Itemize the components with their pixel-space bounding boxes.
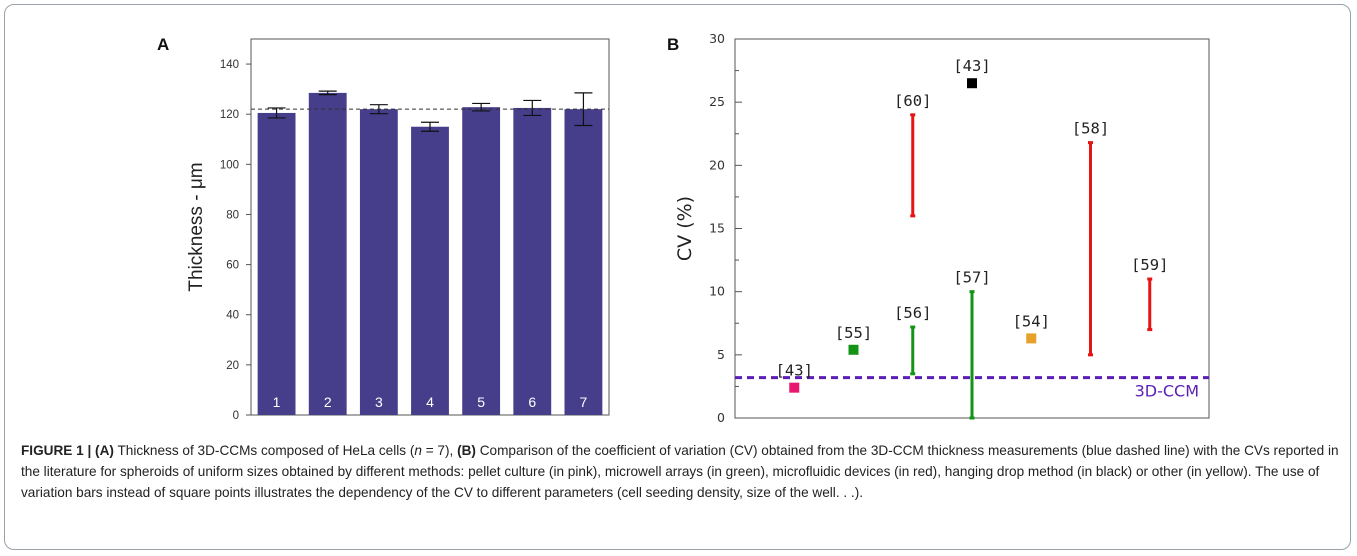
y-tick-label-b: 5	[717, 347, 725, 362]
bar-category-label: 4	[426, 394, 434, 410]
bar-category-label: 5	[477, 394, 485, 410]
y-tick-label-b: 30	[709, 31, 725, 46]
y-tick-label-b: 20	[709, 157, 725, 172]
y-tick-label-a: 0	[233, 410, 239, 422]
bar-category-label: 6	[528, 394, 536, 410]
y-axis-label-a: Thickness - μm	[186, 162, 207, 291]
y-tick-label-a: 60	[226, 260, 239, 272]
point-label: [43]	[953, 57, 990, 75]
bar	[257, 112, 296, 416]
y-tick-label-a: 140	[220, 59, 239, 71]
y-tick-label-a: 40	[226, 310, 239, 322]
caption-text-2: = 7),	[421, 443, 458, 458]
bar	[513, 107, 552, 415]
bar	[308, 92, 347, 415]
y-tick-label-a: 100	[220, 159, 239, 171]
y-tick-label-a: 80	[226, 209, 239, 221]
panel-label-a: A	[157, 35, 169, 54]
bar-category-label: 7	[580, 394, 588, 410]
bar	[564, 109, 603, 415]
y-axis-label-b: CV (%)	[674, 196, 696, 261]
caption-n-italic: n	[414, 443, 422, 458]
y-tick-label-a: 20	[226, 360, 239, 372]
range-label: [58]	[1072, 120, 1109, 138]
y-tick-label-a: 120	[220, 109, 239, 121]
bar-category-label: 2	[324, 394, 332, 410]
point-label: [43]	[776, 362, 813, 380]
caption-text-3: Comparison of the coefficient of variati…	[21, 443, 1339, 500]
bar	[359, 109, 398, 415]
bar	[462, 107, 501, 415]
range-label: [60]	[894, 92, 931, 110]
range-label: [59]	[1131, 256, 1168, 274]
bar-category-label: 1	[273, 394, 281, 410]
y-tick-label-b: 0	[717, 410, 725, 425]
bar-category-label: 3	[375, 394, 383, 410]
figure-frame: A 0 20 40 60 80 100 120 140 Thickness - μm 1 2 3 4 5 6 7…	[4, 4, 1351, 550]
range-label: [57]	[953, 269, 990, 287]
reference-line-label-b: 3D-CCM	[1135, 382, 1199, 401]
caption-text-1: Thickness of 3D-CCMs composed of HeLa ce…	[113, 443, 415, 458]
point-label: [54]	[1013, 312, 1050, 330]
data-point	[1026, 333, 1037, 344]
data-point	[848, 344, 859, 355]
panel-label-b: B	[667, 35, 679, 54]
caption-b-bold: (B)	[457, 443, 476, 458]
y-tick-label-b: 10	[709, 284, 725, 299]
figure-caption: FIGURE 1 | (A) Thickness of 3D-CCMs comp…	[21, 440, 1346, 503]
y-tick-label-b: 25	[709, 94, 725, 109]
data-point	[967, 78, 977, 89]
range-label: [56]	[894, 304, 931, 322]
bar	[411, 126, 449, 415]
point-label: [55]	[835, 324, 872, 342]
data-point	[789, 382, 800, 393]
y-tick-label-b: 15	[709, 221, 725, 236]
caption-lead: FIGURE 1 | (A)	[21, 443, 114, 458]
